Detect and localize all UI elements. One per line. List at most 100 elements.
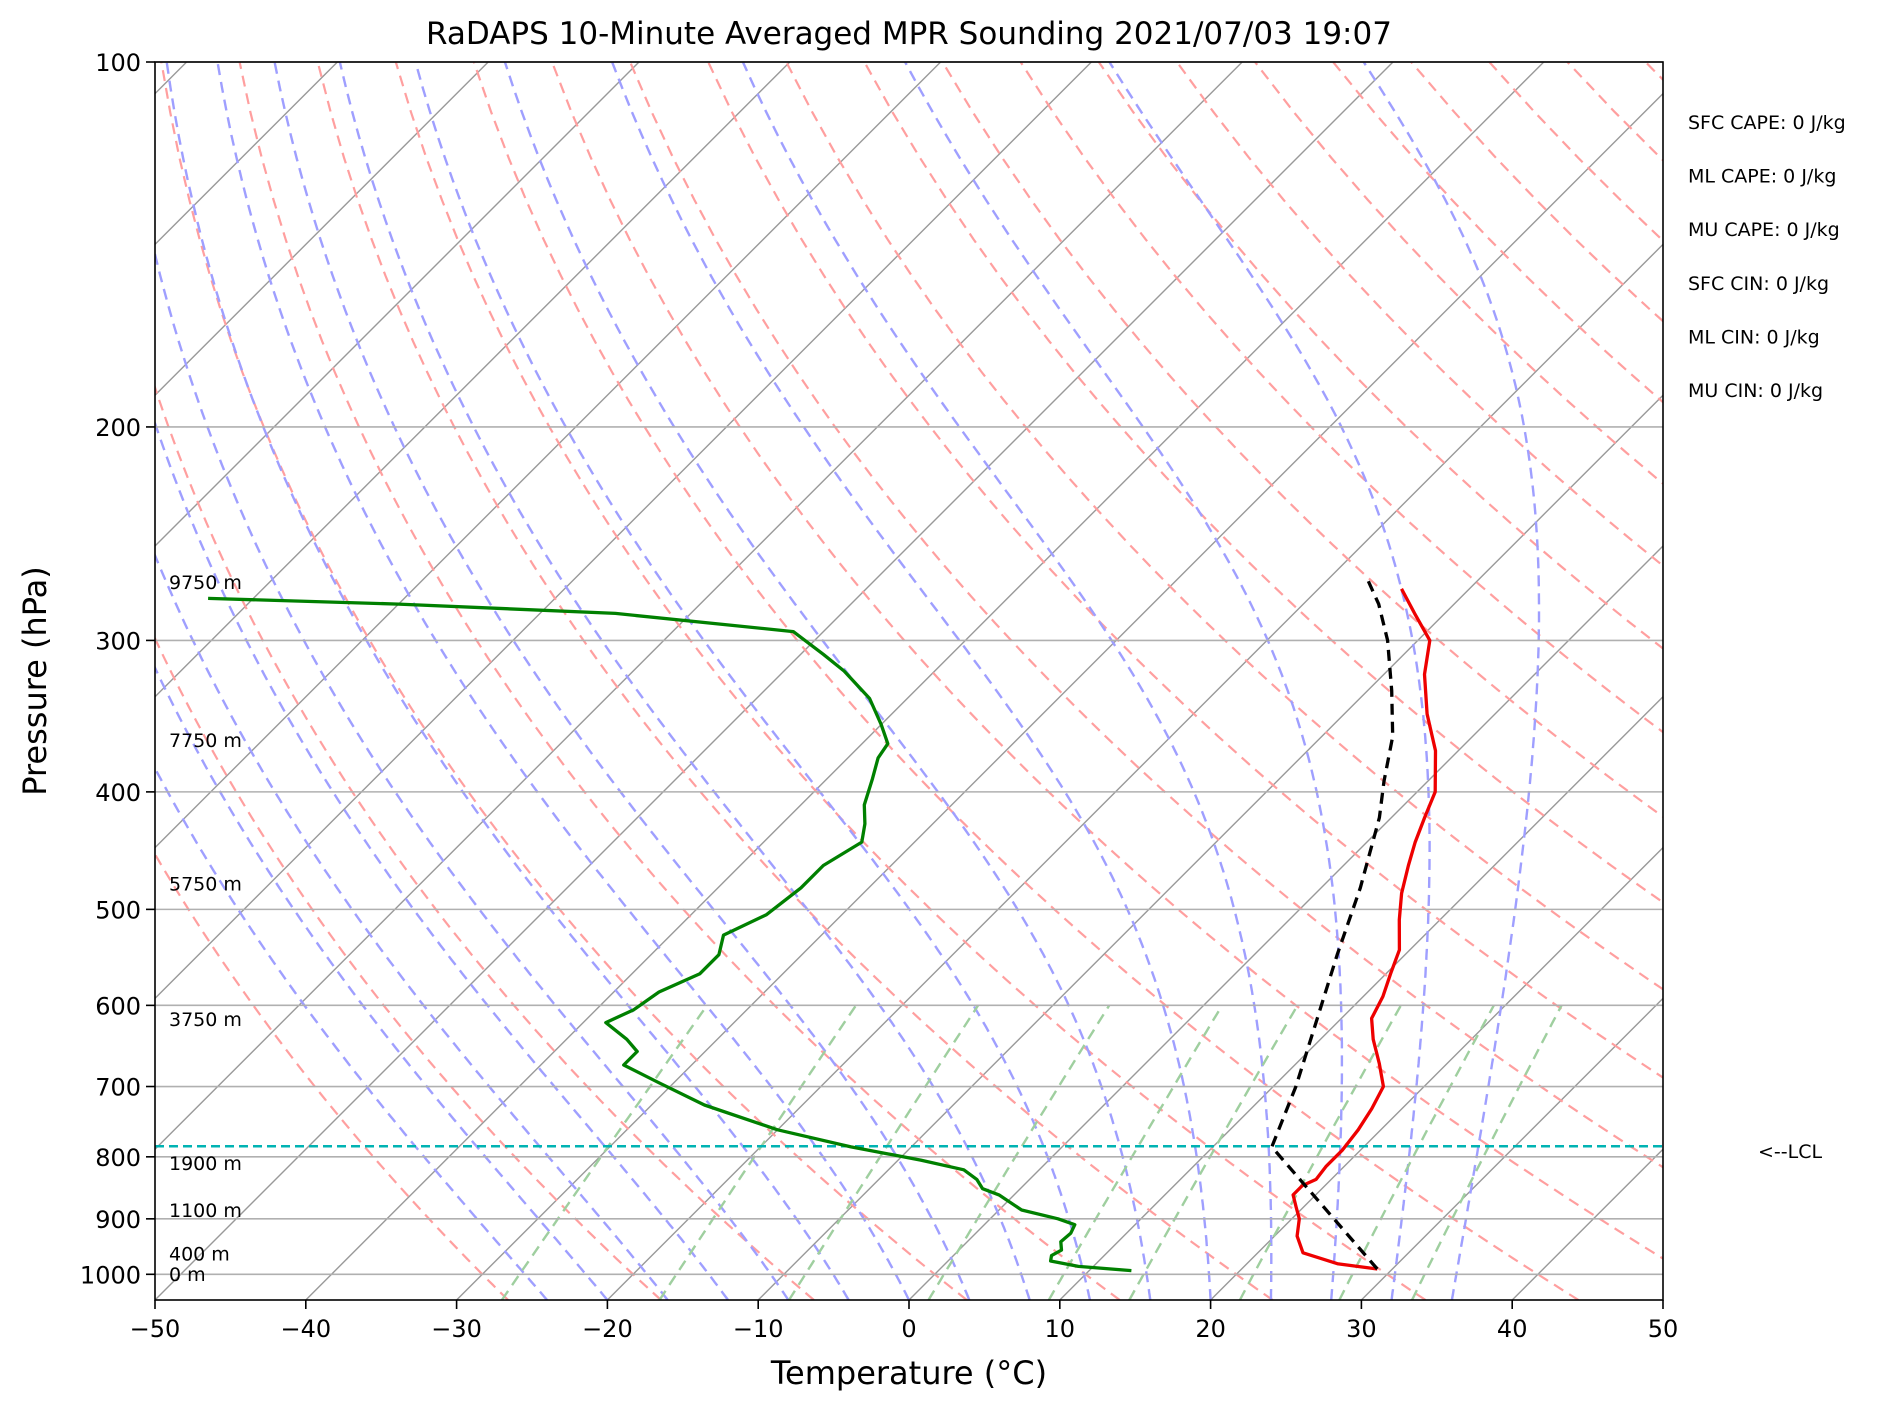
dry-adiabat-line [155,635,662,1300]
isotherm-line [1210,846,1663,1300]
height-label: 9750 m [169,572,242,594]
chart-title: RaDAPS 10-Minute Averaged MPR Sounding 2… [426,16,1392,52]
dry-adiabat-line [629,62,1663,1169]
moist-adiabat-line [216,62,911,1300]
height-label: 1900 m [169,1153,242,1175]
dry-adiabat-line [316,62,1274,1300]
isotherm-line [155,62,791,698]
x-axis-label: Temperature (°C) [770,1354,1047,1392]
y-tick-label: 800 [95,1144,141,1172]
x-tick-label: 20 [1195,1315,1226,1343]
height-label: 7750 m [169,730,242,752]
dry-adiabat-line [160,62,968,1300]
dry-adiabat-line [1566,62,1663,162]
mixing-ratio-line [1128,1004,1299,1300]
y-tick-label: 100 [95,49,141,77]
dry-adiabat-line [941,62,1663,819]
profile-series [208,576,1438,1273]
moist-adiabat-line [155,765,549,1300]
mixing-ratio-line [787,1004,980,1300]
temperature-profile [1291,588,1438,1271]
isotherm-line [606,243,1663,1300]
index-label: SFC CIN: 0 J/kg [1688,273,1829,295]
moist-adiabat-line [1108,62,1431,1300]
index-label: MU CIN: 0 J/kg [1688,380,1823,402]
mixing-ratio-line [1410,1004,1563,1300]
moist-adiabat-line [338,62,1031,1300]
x-tick-label: −20 [582,1315,633,1343]
dry-adiabat-line [1644,62,1663,82]
isotherm-line [155,62,640,547]
x-tick-label: −30 [431,1315,482,1343]
moist-adiabat-line [1362,62,1541,1300]
dry-adiabat-line [155,384,815,1300]
mixing-ratio-line [1047,1004,1224,1300]
height-label: 400 m [169,1243,230,1265]
dry-adiabat-line [550,62,1663,1260]
isotherm-line [155,62,1394,1300]
isotherm-line [908,545,1663,1300]
dry-adiabat-line [785,62,1663,991]
isotherm-line [456,92,1663,1300]
x-tick-label: 30 [1346,1315,1377,1343]
height-labels: 9750 m 7750 m 5750 m 3750 m 1900 m 1100 m 400 … [169,572,242,1286]
dry-adiabat-line [155,852,509,1300]
moist-adiabat-line [741,62,1273,1300]
height-label: 3750 m [169,1009,242,1031]
x-tick-label: 10 [1045,1315,1076,1343]
moist-adiabat-line [414,62,1092,1300]
moist-adiabat-line [503,62,1152,1300]
background-lines [155,62,1882,1300]
dry-adiabat-line [1019,62,1663,734]
dry-adiabat-line [1802,62,1882,1300]
y-tick-label: 600 [95,992,141,1020]
mixing-ratio-line [500,1004,709,1300]
plot-frame [154,61,1664,1301]
isotherm-line [1360,997,1663,1300]
moist-adiabat-line [155,419,729,1300]
indices-panel: SFC CAPE: 0 J/kg ML CAPE: 0 J/kg MU CAPE: … [1688,112,1846,402]
x-tick-label: −40 [280,1315,331,1343]
mixing-ratio-line [658,1004,857,1300]
x-tick-label: 50 [1648,1315,1679,1343]
dry-adiabat-line [394,62,1427,1300]
isotherm-line [155,62,1243,1151]
parcel-profile [1270,576,1395,1271]
dry-adiabat-line [1254,62,1663,486]
moist-adiabat-line [904,62,1344,1300]
y-tick-label: 1000 [80,1261,141,1289]
dry-adiabat-line [472,62,1580,1300]
moist-adiabat-line [155,249,790,1300]
isotherm-line [155,62,1092,1000]
isotherm-line [155,62,489,397]
index-label: SFC CAPE: 0 J/kg [1688,112,1846,134]
x-axis: −50 −40 −30 −20 −10 0 10 20 30 40 50 [130,1300,1679,1343]
dry-adiabat-line [238,62,1121,1300]
dry-adiabat-line [1724,62,1882,1300]
y-tick-label: 700 [95,1074,141,1102]
isotherm-line [305,62,1545,1300]
height-label: 5750 m [169,874,242,896]
x-tick-label: −50 [130,1315,181,1343]
mixing-ratio-line [1338,1004,1495,1300]
x-tick-label: 40 [1497,1315,1528,1343]
y-tick-label: 300 [95,627,141,655]
isotherm-line [1662,1299,1663,1300]
height-label: 1100 m [169,1200,242,1222]
moist-adiabat-line [610,62,1212,1300]
isotherm-line [1059,695,1663,1300]
mixing-ratio-line [1238,1004,1402,1300]
dry-adiabat-line [1332,62,1663,404]
y-axis: 100 200 300 400 500 600 700 800 900 1000 [80,49,155,1289]
dry-adiabat-line [1097,62,1663,650]
y-tick-label: 200 [95,414,141,442]
dry-adiabat-line [707,62,1663,1079]
dewpoint-profile [208,596,1132,1273]
lcl-label: <--LCL [1758,1141,1822,1163]
height-label: 0 m [169,1264,206,1286]
index-label: ML CAPE: 0 J/kg [1688,166,1836,188]
dry-adiabat-line [1488,62,1663,243]
y-tick-label: 900 [95,1206,141,1234]
index-label: ML CIN: 0 J/kg [1688,326,1820,348]
moist-adiabat-line [165,62,850,1300]
